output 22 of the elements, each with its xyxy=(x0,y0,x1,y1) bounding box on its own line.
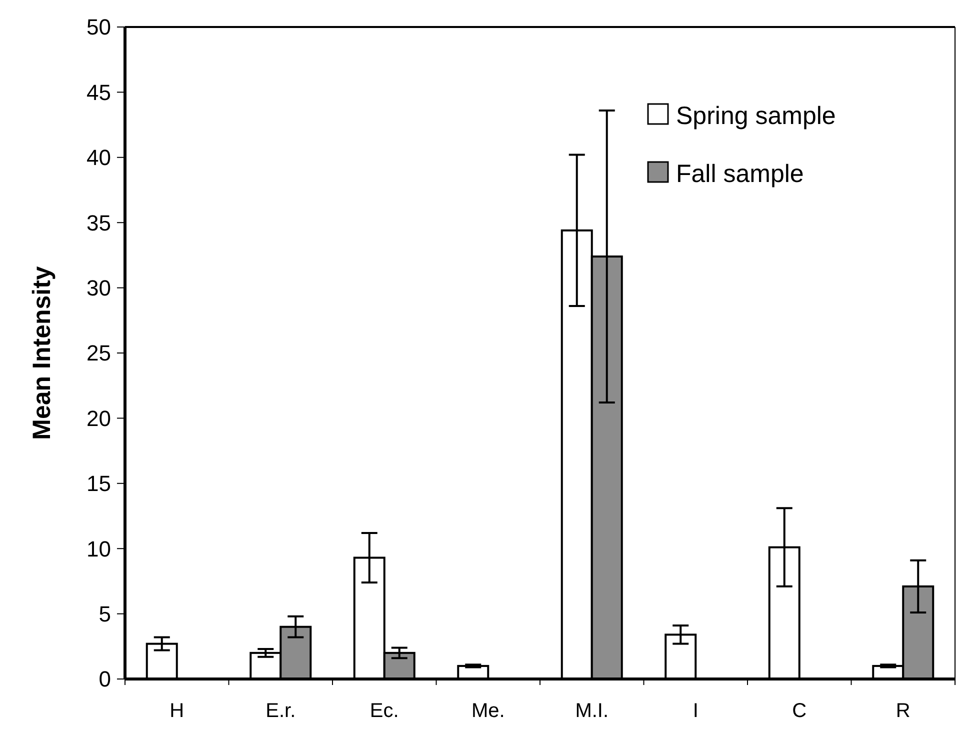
x-tick-label: I xyxy=(692,700,698,722)
y-tick-label: 10 xyxy=(86,536,111,562)
x-tick-label: H xyxy=(170,700,184,722)
x-tick-label: C xyxy=(792,700,807,722)
y-tick-label: 15 xyxy=(86,471,111,496)
y-tick-label: 35 xyxy=(86,210,111,236)
x-tick-label: Ec. xyxy=(370,700,399,722)
y-tick-label: 50 xyxy=(86,14,111,40)
x-tick-label: E.r. xyxy=(266,700,296,722)
x-tick-label: Me. xyxy=(471,700,505,722)
y-tick-label: 40 xyxy=(86,145,111,170)
y-tick-label: 0 xyxy=(98,666,111,692)
y-tick-label: 30 xyxy=(86,276,111,300)
y-tick-label: 20 xyxy=(86,406,111,431)
legend-label: Fall sample xyxy=(676,160,804,188)
x-tick-label: R xyxy=(896,700,910,722)
y-axis-title: Mean Intensity xyxy=(28,266,56,440)
y-tick-label: 5 xyxy=(98,602,111,626)
x-tick-label: M.I. xyxy=(575,700,609,722)
y-tick-label: 45 xyxy=(86,80,111,105)
legend-label: Spring sample xyxy=(676,102,836,130)
y-tick-label: 25 xyxy=(86,340,111,366)
